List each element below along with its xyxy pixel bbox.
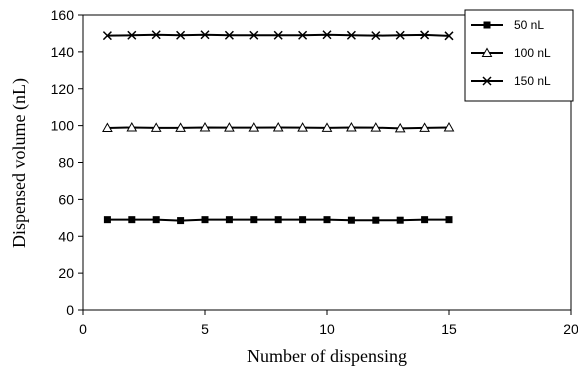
data-point — [274, 216, 282, 224]
data-point — [370, 122, 382, 132]
legend-marker — [483, 21, 491, 29]
data-point — [299, 216, 307, 224]
y-tick-label: 120 — [51, 81, 75, 97]
data-point — [152, 216, 160, 224]
data-point — [224, 30, 234, 40]
y-tick-label: 0 — [66, 302, 74, 318]
x-tick-label: 15 — [441, 321, 457, 337]
data-point — [249, 30, 259, 40]
series-layer — [102, 30, 455, 225]
data-point — [444, 31, 454, 41]
x-tick-label: 0 — [79, 321, 87, 337]
data-point — [201, 216, 209, 224]
x-tick-label: 10 — [319, 321, 335, 337]
data-point — [445, 216, 453, 224]
legend: 50 nL 100 nL 150 nL — [464, 9, 574, 102]
data-point — [200, 30, 210, 40]
data-point — [126, 121, 138, 132]
data-point — [298, 30, 308, 40]
series-x — [102, 30, 454, 41]
data-point — [151, 30, 161, 40]
data-point — [177, 217, 185, 225]
y-axis: 0 20 40 60 80 100 120 140 160 — [51, 7, 83, 318]
data-point — [421, 216, 429, 224]
data-point — [150, 122, 162, 132]
data-point — [102, 31, 112, 41]
data-point — [248, 122, 260, 132]
legend-entry: 150 nL — [471, 74, 551, 88]
data-point — [346, 30, 356, 40]
y-tick-label: 20 — [58, 265, 74, 281]
legend-label: 100 nL — [514, 46, 551, 60]
y-tick-label: 80 — [58, 155, 74, 171]
data-point — [346, 121, 357, 132]
y-axis-title: Dispensed volume (nL) — [9, 78, 30, 248]
legend-label: 150 nL — [514, 74, 551, 88]
data-point — [297, 122, 308, 132]
data-point — [420, 30, 430, 40]
data-point — [372, 216, 380, 224]
data-point — [224, 122, 235, 132]
x-tick-label: 5 — [201, 321, 209, 337]
data-point — [103, 216, 111, 224]
data-point — [225, 216, 233, 224]
y-tick-label: 160 — [51, 7, 75, 23]
y-tick-label: 100 — [51, 118, 75, 134]
data-point — [395, 30, 405, 40]
data-point — [347, 216, 355, 224]
x-axis-title: Number of dispensing — [247, 346, 407, 366]
legend-marker — [481, 47, 493, 57]
data-point — [127, 30, 137, 40]
data-point — [396, 216, 404, 224]
data-point — [419, 122, 430, 132]
data-point — [272, 121, 284, 132]
legend-marker — [482, 76, 492, 86]
data-point — [371, 31, 381, 41]
data-point — [394, 122, 406, 133]
series-triangle — [102, 121, 455, 133]
data-point — [199, 121, 211, 132]
data-point — [128, 216, 136, 224]
y-tick-label: 60 — [58, 191, 74, 207]
data-point — [443, 121, 455, 132]
legend-entry: 50 nL — [471, 18, 544, 32]
y-tick-label: 140 — [51, 44, 75, 60]
data-point — [323, 216, 331, 224]
legend-label: 50 nL — [514, 18, 544, 32]
series-square — [103, 216, 453, 225]
y-tick-label: 40 — [58, 228, 74, 244]
data-point — [102, 122, 113, 133]
legend-entry: 100 nL — [471, 46, 551, 60]
data-point — [321, 122, 333, 132]
x-axis: 0 5 10 15 20 — [79, 310, 578, 337]
data-point — [250, 216, 258, 224]
data-point — [176, 30, 186, 40]
data-point — [322, 30, 332, 40]
x-tick-label: 20 — [563, 321, 578, 337]
data-point — [175, 122, 186, 132]
data-point — [273, 30, 283, 40]
